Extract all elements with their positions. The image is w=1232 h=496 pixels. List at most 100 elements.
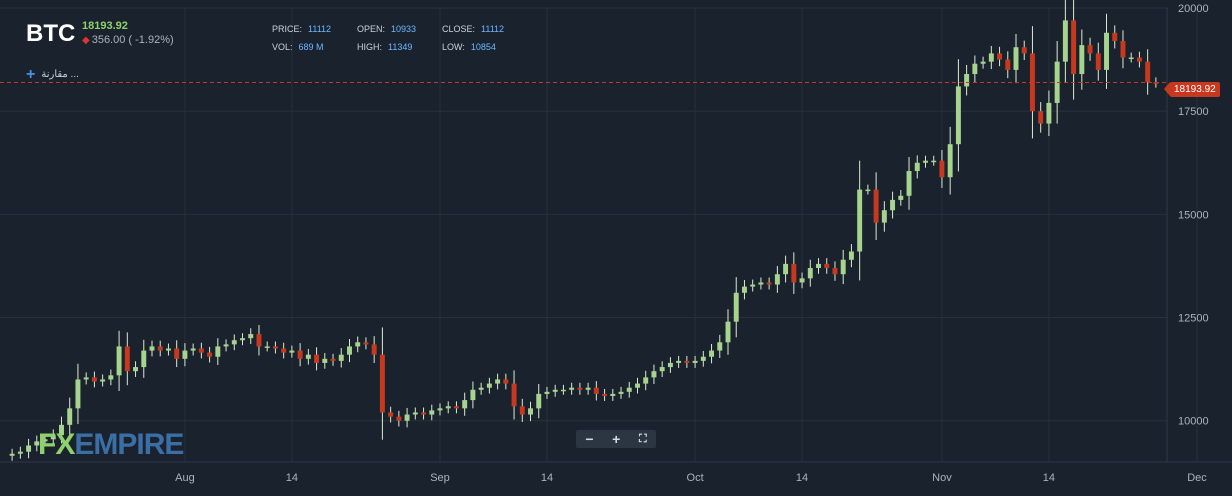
candle-up[interactable] — [190, 348, 196, 351]
candle-up[interactable] — [659, 367, 665, 372]
candle-up[interactable] — [569, 387, 575, 390]
candle-up[interactable] — [890, 199, 896, 211]
candle-down[interactable] — [1005, 59, 1011, 70]
candle-up[interactable] — [429, 410, 435, 415]
candle-up[interactable] — [857, 189, 863, 252]
candle-down[interactable] — [1095, 53, 1101, 70]
candle-up[interactable] — [947, 144, 953, 178]
candle-down[interactable] — [174, 348, 180, 359]
candle-up[interactable] — [774, 274, 780, 285]
candle-up[interactable] — [840, 259, 846, 275]
candle-up[interactable] — [931, 160, 937, 163]
candle-up[interactable] — [816, 263, 821, 269]
candle-down[interactable] — [824, 263, 830, 269]
candle-up[interactable] — [116, 346, 122, 376]
candle-up[interactable] — [618, 391, 624, 394]
candle-down[interactable] — [453, 406, 459, 409]
candle-down[interactable] — [314, 354, 320, 363]
candle-up[interactable] — [626, 387, 632, 392]
candle-up[interactable] — [412, 412, 418, 415]
candle-down[interactable] — [832, 268, 838, 275]
candle-up[interactable] — [478, 387, 484, 390]
candle-up[interactable] — [1046, 102, 1052, 124]
candle-up[interactable] — [215, 346, 221, 357]
candle-up[interactable] — [544, 391, 550, 394]
candle-up[interactable] — [560, 389, 566, 392]
candle-up[interactable] — [709, 350, 715, 357]
candle-up[interactable] — [881, 210, 887, 223]
candle-up[interactable] — [725, 321, 731, 343]
candle-up[interactable] — [231, 340, 237, 345]
candle-down[interactable] — [379, 354, 385, 413]
candle-up[interactable] — [26, 445, 32, 452]
candle-down[interactable] — [1112, 32, 1118, 42]
candle-up[interactable] — [141, 350, 147, 368]
candle-down[interactable] — [873, 189, 879, 223]
candle-up[interactable] — [783, 263, 789, 275]
candle-up[interactable] — [338, 354, 344, 361]
candle-up[interactable] — [700, 356, 706, 361]
candle-down[interactable] — [511, 383, 517, 407]
candle-down[interactable] — [363, 342, 369, 345]
candle-up[interactable] — [240, 338, 245, 341]
candle-up[interactable] — [495, 379, 501, 384]
candle-up[interactable] — [470, 389, 476, 401]
candle-down[interactable] — [1136, 57, 1142, 62]
candle-up[interactable] — [733, 292, 739, 322]
candle-down[interactable] — [766, 282, 772, 285]
candle-up[interactable] — [750, 284, 756, 287]
zoom-out-button[interactable]: − — [585, 431, 594, 447]
candle-down[interactable] — [388, 412, 394, 417]
candle-down[interactable] — [421, 412, 427, 415]
candle-up[interactable] — [1079, 45, 1085, 75]
candle-up[interactable] — [100, 379, 106, 382]
candle-down[interactable] — [939, 160, 945, 178]
candle-down[interactable] — [198, 348, 204, 353]
candle-down[interactable] — [157, 346, 163, 351]
candle-up[interactable] — [955, 86, 961, 145]
candle-down[interactable] — [1021, 47, 1027, 54]
candle-up[interactable] — [1128, 57, 1134, 60]
candle-down[interactable] — [593, 387, 599, 394]
candle-up[interactable] — [980, 61, 986, 64]
candle-up[interactable] — [692, 360, 698, 363]
candle-down[interactable] — [577, 387, 583, 390]
candle-up[interactable] — [972, 63, 978, 75]
candle-up[interactable] — [248, 334, 254, 339]
candle-down[interactable] — [297, 350, 303, 359]
candle-up[interactable] — [355, 342, 361, 347]
candle-down[interactable] — [684, 360, 690, 363]
candle-up[interactable] — [59, 424, 64, 436]
candle-up[interactable] — [676, 360, 682, 363]
candle-up[interactable] — [1062, 20, 1068, 62]
candle-up[interactable] — [17, 451, 23, 454]
candle-down[interactable] — [281, 348, 287, 353]
candle-down[interactable] — [207, 352, 213, 357]
candle-up[interactable] — [305, 354, 311, 359]
candle-up[interactable] — [610, 393, 616, 396]
candle-down[interactable] — [1120, 41, 1126, 58]
candle-up[interactable] — [462, 400, 468, 409]
fullscreen-button[interactable]: ⛶ — [638, 432, 647, 445]
candle-up[interactable] — [347, 346, 352, 355]
candle-up[interactable] — [635, 383, 640, 388]
candle-down[interactable] — [602, 393, 608, 396]
candle-down[interactable] — [256, 334, 262, 347]
candle-up[interactable] — [528, 408, 533, 415]
candle-up[interactable] — [914, 162, 920, 172]
candle-up[interactable] — [42, 439, 48, 442]
candle-up[interactable] — [848, 251, 854, 260]
compare-button[interactable]: + مقارنة ... — [26, 66, 79, 84]
candle-up[interactable] — [67, 408, 73, 425]
candle-down[interactable] — [1145, 61, 1151, 83]
candle-up[interactable] — [651, 371, 657, 378]
candle-up[interactable] — [898, 195, 904, 200]
candle-down[interactable] — [396, 416, 402, 421]
candle-down[interactable] — [272, 346, 278, 349]
candle-down[interactable] — [1071, 20, 1077, 75]
candle-down[interactable] — [1038, 111, 1044, 124]
candle-up[interactable] — [322, 358, 328, 363]
candle-up[interactable] — [758, 282, 764, 285]
zoom-in-button[interactable]: + — [612, 431, 621, 447]
candle-up[interactable] — [585, 387, 591, 390]
